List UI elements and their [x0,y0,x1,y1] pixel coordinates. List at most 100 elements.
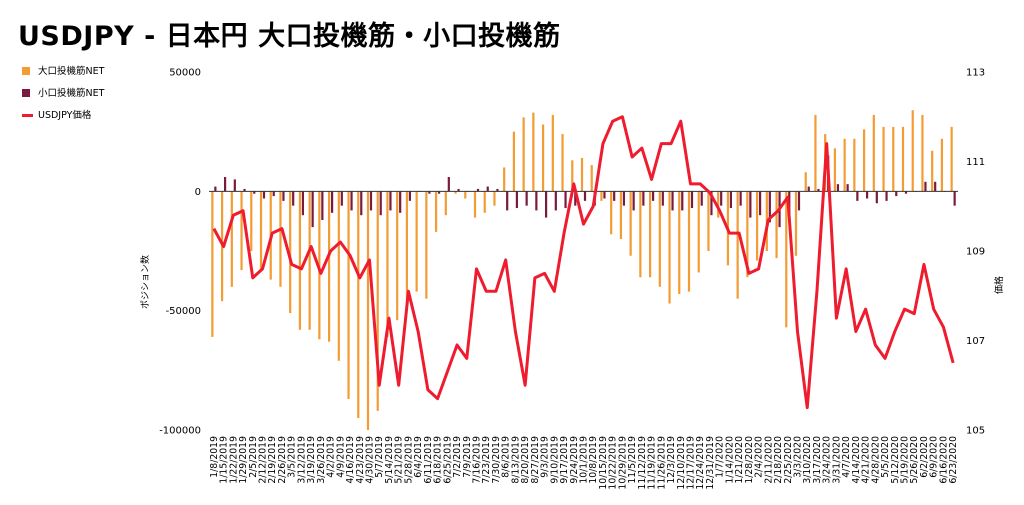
x-tick-label: 10/15/2019 [598,436,609,490]
small-bar [865,191,869,199]
x-tick-label: 8/20/2019 [520,436,531,484]
x-tick-label: 8/27/2019 [530,436,541,484]
small-bar [807,186,810,192]
x-tick-label: 4/9/2019 [335,436,346,478]
large-bar [950,126,953,192]
small-bar [223,177,227,192]
small-bar [895,191,898,197]
x-tick-label: 10/22/2019 [608,436,619,490]
legend-label-price: USDJPY価格 [38,110,92,121]
large-bar [483,191,486,213]
x-tick-label: 4/30/2019 [365,436,376,484]
x-tick-label: 5/7/2019 [374,436,385,478]
large-bar [230,191,233,287]
x-tick-label: 6/23/2020 [948,436,959,484]
y2-tick-label: 109 [966,247,985,258]
large-bar [610,191,613,235]
large-bar [396,191,399,321]
x-tick-label: 11/26/2019 [656,436,667,490]
large-bar [551,114,554,192]
x-tick-label: 9/10/2019 [549,436,560,484]
small-bar [768,191,771,223]
small-bar [836,184,840,192]
x-tick-label: 6/4/2019 [413,436,424,478]
small-bar [214,186,217,192]
large-bar [279,191,282,287]
legend-swatch-small [22,89,30,97]
x-tick-label: 5/26/2020 [909,436,920,484]
small-bar [399,191,402,213]
small-bar [700,191,703,206]
x-tick-label: 1/14/2020 [724,436,735,484]
small-bar [924,181,927,192]
y-axis-left: 50000 0 -50000 -100000 [159,68,201,437]
x-tick-label: 7/9/2019 [462,436,473,478]
large-bar [347,191,350,399]
small-bar [642,191,645,206]
x-axis: 1/8/20191/15/20191/22/20191/29/20192/5/2… [209,436,959,490]
large-bar [707,191,710,251]
x-tick-label: 1/7/2020 [715,436,726,478]
x-tick-label: 12/10/2019 [676,436,687,490]
x-tick-label: 4/21/2020 [861,436,872,484]
large-bar [853,138,856,192]
large-bar [464,191,467,199]
large-bar [658,191,661,287]
x-tick-label: 4/2/2019 [326,436,337,478]
x-tick-label: 1/21/2020 [734,436,745,484]
x-tick-label: 3/24/2020 [822,436,833,484]
x-tick-label: 1/8/2019 [209,436,220,478]
large-bar [678,191,681,294]
y-tick-label: -50000 [166,306,201,317]
large-bar [289,191,292,314]
small-bar [603,191,606,199]
x-tick-label: 9/3/2019 [540,436,551,478]
large-bar [872,114,875,192]
large-bar [512,131,516,192]
x-tick-label: 9/17/2019 [559,436,570,484]
small-bar [661,191,664,206]
x-tick-label: 2/26/2019 [277,436,288,484]
y2-axis-label: 価格 [993,276,1005,294]
large-bar [522,117,525,192]
small-bar [613,191,616,201]
large-bar [717,191,720,218]
large-bar [911,110,914,192]
small-bar [506,191,509,211]
small-bar [369,191,373,211]
y2-tick-label: 105 [966,426,985,437]
large-bar [425,191,428,299]
large-bar [814,114,817,192]
large-bar [532,112,535,192]
y-axis-right: 113 111 109 107 105 [966,68,985,437]
small-bar [457,188,460,192]
legend-swatch-price [22,114,33,117]
small-bar [846,184,849,192]
x-tick-label: 2/11/2020 [763,436,774,484]
x-tick-label: 6/9/2020 [929,436,940,478]
small-bar [379,191,382,216]
small-bar [486,186,489,192]
x-tick-label: 12/17/2019 [686,436,697,490]
small-bar [720,191,723,206]
large-bar [648,191,652,278]
large-bar [211,191,214,337]
x-tick-label: 5/12/2020 [890,436,901,484]
large-bar [746,191,749,278]
x-tick-label: 3/10/2020 [802,436,813,484]
large-bar [755,191,759,261]
x-tick-label: 11/19/2019 [647,436,658,490]
large-bar [434,191,438,232]
large-bar [862,129,866,192]
small-bar [554,191,557,211]
y2-tick-label: 107 [966,336,985,347]
y-tick-label: 50000 [169,68,201,79]
small-bar [340,191,343,206]
small-bar [535,191,538,211]
small-bar [817,188,820,192]
x-tick-label: 4/16/2019 [345,436,356,484]
small-bar [330,191,334,213]
small-bar [262,191,266,199]
x-tick-label: 5/5/2020 [880,436,891,478]
